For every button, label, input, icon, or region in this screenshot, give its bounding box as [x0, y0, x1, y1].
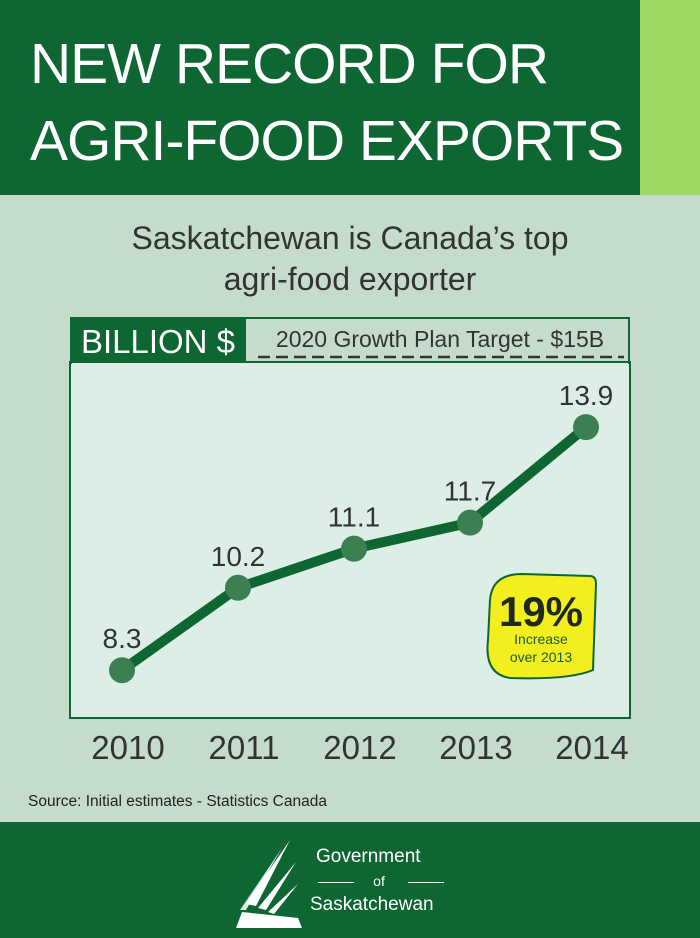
footer-saskatchewan-text: Saskatchewan [310, 894, 434, 915]
footer-banner [0, 822, 700, 938]
footer-rule-left [318, 882, 354, 883]
page-title-line-1: NEW RECORD FOR [30, 32, 549, 96]
frame-top-rule [70, 317, 630, 319]
data-point-2014 [573, 414, 599, 441]
x-tick-label-2012: 2012 [323, 729, 396, 766]
data-label-2011: 10.2 [211, 541, 266, 572]
subtitle-line-2: agri-food exporter [223, 261, 477, 297]
frame-right-rule [628, 317, 630, 364]
data-point-2011 [225, 574, 251, 601]
wheat-sheaf-logo-icon [236, 840, 302, 928]
subtitle-line-1: Saskatchewan is Canada’s top [131, 220, 569, 256]
badge-shape [486, 572, 598, 680]
data-point-2012 [341, 535, 367, 562]
increase-badge: 19% Increase over 2013 [486, 572, 598, 680]
badge-line-1: Increase [514, 631, 568, 647]
footer-government-text: Government [316, 846, 421, 867]
data-point-2013 [457, 509, 483, 536]
data-label-2014: 13.9 [559, 380, 614, 411]
data-label-2010: 8.3 [103, 623, 142, 654]
data-point-2010 [109, 657, 135, 684]
footer-rule-right [408, 882, 444, 883]
export-line-chart: BILLION $ 2020 Growth Plan Target - $15B… [69, 317, 631, 766]
x-tick-label-2011: 2011 [209, 729, 280, 766]
y-axis-label: BILLION $ [81, 323, 235, 360]
x-tick-label-2014: 2014 [555, 729, 628, 766]
data-label-2013: 11.7 [444, 476, 496, 507]
header-banner [0, 0, 640, 195]
footer-of-row: of [314, 873, 444, 891]
target-line-label: 2020 Growth Plan Target - $15B [276, 326, 604, 352]
badge-headline: 19% [499, 588, 583, 635]
page-title-line-2: AGRI-FOOD EXPORTS [30, 109, 624, 173]
badge-line-2: over 2013 [510, 649, 572, 665]
header-accent-bar [640, 0, 700, 195]
source-note: Source: Initial estimates - Statistics C… [28, 793, 327, 810]
x-tick-label-2013: 2013 [439, 729, 512, 766]
ylabel-box [70, 317, 246, 362]
data-label-2012: 11.1 [328, 502, 380, 533]
footer-of-text: of [373, 873, 385, 889]
x-tick-label-2010: 2010 [91, 729, 164, 766]
